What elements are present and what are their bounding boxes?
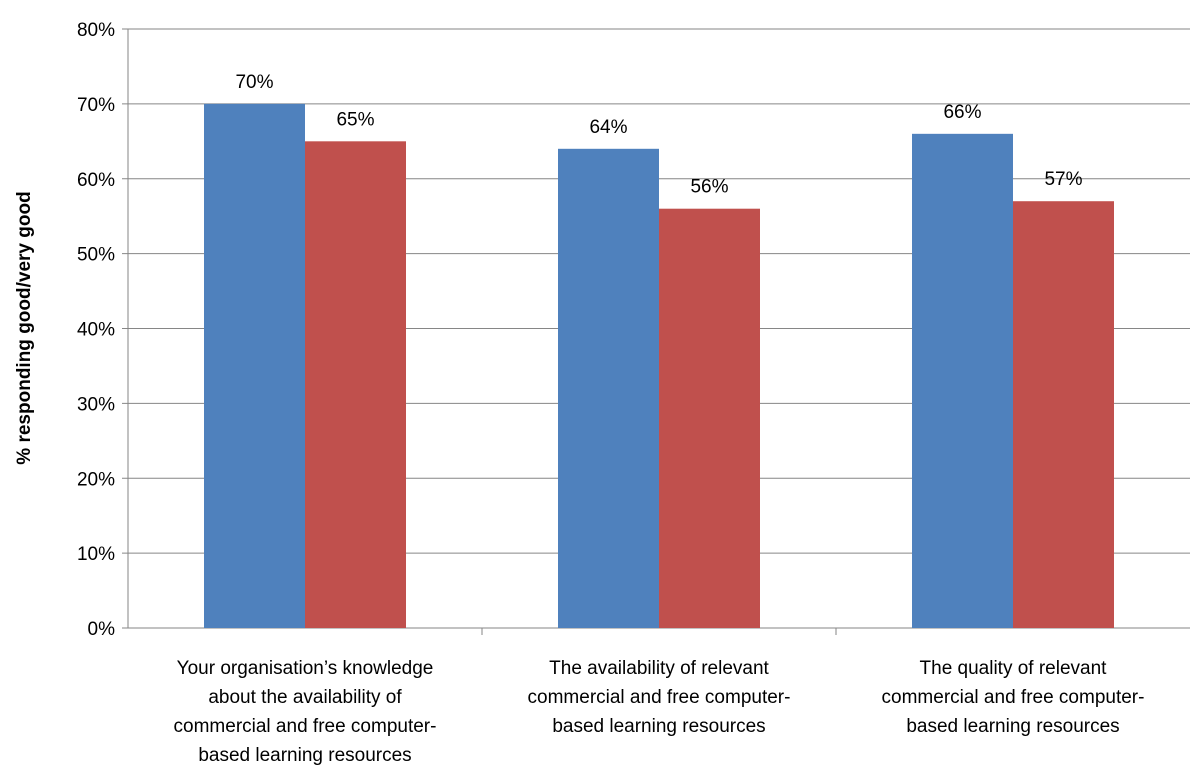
x-axis-category-labels: Your organisation’s knowledge about the a… <box>174 658 1145 766</box>
bar <box>659 208 760 628</box>
bars <box>204 103 1114 629</box>
bar <box>912 133 1013 628</box>
data-label: 66% <box>943 102 981 123</box>
data-label: 57% <box>1044 169 1082 190</box>
y-tick-label: 30% <box>77 394 115 415</box>
y-tick-label: 60% <box>77 170 115 191</box>
y-axis-title: % responding good/very good <box>14 191 35 464</box>
y-tick-label: 80% <box>77 20 115 41</box>
data-label: 65% <box>336 109 374 130</box>
y-axis-tick-labels: 0% 10% 20% 30% 40% 50% 60% 70% 80% <box>77 20 115 640</box>
y-tick-label: 0% <box>88 619 116 640</box>
bar <box>204 103 305 628</box>
x-category-label: The availability of relevant commercial a… <box>528 658 791 737</box>
data-label: 64% <box>589 117 627 138</box>
bar <box>305 141 406 628</box>
y-tick-label: 10% <box>77 544 115 565</box>
data-label: 56% <box>690 177 728 198</box>
y-tick-label: 50% <box>77 245 115 266</box>
bar <box>558 148 659 629</box>
bar <box>1013 201 1114 628</box>
x-category-label: Your organisation’s knowledge about the a… <box>174 658 437 766</box>
y-tick-label: 70% <box>77 95 115 116</box>
y-tick-label: 40% <box>77 320 115 341</box>
y-tick-label: 20% <box>77 469 115 490</box>
data-label: 70% <box>235 72 273 93</box>
data-labels: 70% 65% 64% 56% 66% 57% <box>235 72 1082 198</box>
x-category-label: The quality of relevant commercial and fr… <box>882 658 1145 737</box>
